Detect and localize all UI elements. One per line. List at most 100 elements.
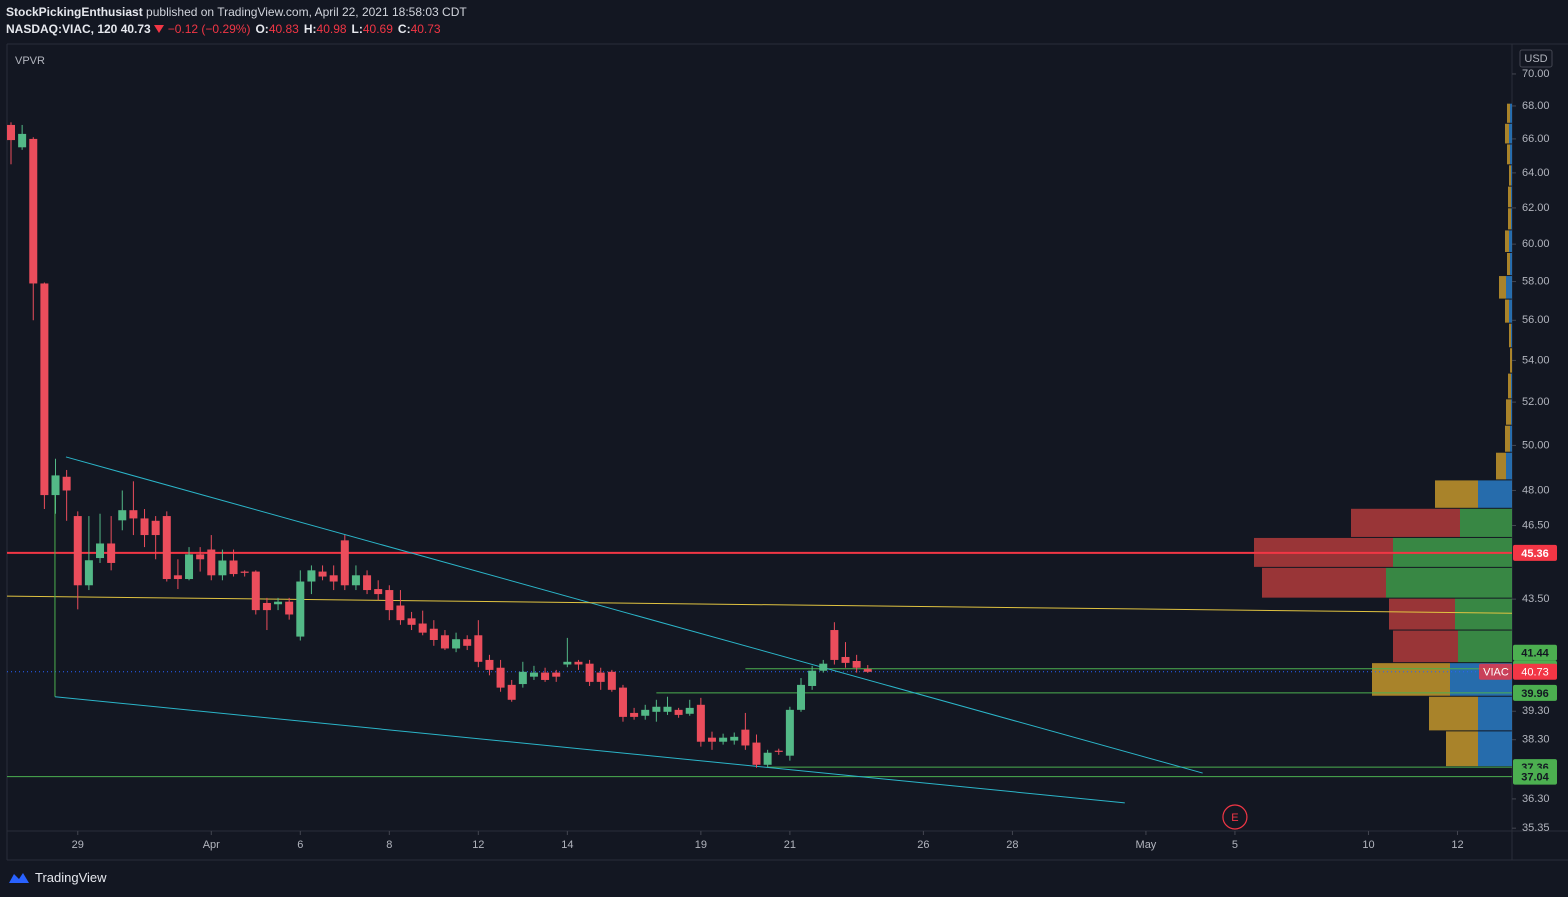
candle-body	[229, 560, 238, 575]
candle-body	[696, 704, 705, 742]
candle-body	[40, 283, 49, 496]
candle-body	[518, 671, 527, 685]
profile-down	[1429, 696, 1478, 731]
profile-down	[1510, 348, 1512, 373]
logo	[9, 872, 29, 883]
profile-up	[1510, 425, 1512, 452]
profile-down	[1505, 123, 1509, 144]
last-price-box	[1513, 663, 1557, 680]
profile-down	[1505, 299, 1509, 323]
publish-line: StockPickingEnthusiast published on Trad…	[6, 4, 467, 21]
level-label: 39.96	[1521, 688, 1549, 700]
last-price-label: 40.73	[1521, 667, 1549, 679]
candle-body	[630, 712, 639, 717]
ohlc: O:40.83 H:40.98 L:40.69 C:40.73	[250, 22, 440, 36]
x-tick-label: 21	[784, 839, 796, 851]
candle-body	[307, 570, 316, 582]
profile-down	[1446, 731, 1478, 767]
candle-body	[129, 510, 138, 519]
candle-body	[240, 571, 249, 573]
profile-down	[1496, 452, 1506, 480]
profile-up	[1511, 399, 1512, 425]
profile-up	[1511, 186, 1512, 208]
candle-body	[340, 540, 349, 586]
profile-down	[1393, 630, 1458, 663]
publisher: StockPickingEnthusiast	[6, 5, 143, 19]
symbol: NASDAQ:VIAC, 120	[6, 22, 118, 36]
candle-body	[140, 518, 149, 536]
candle-body	[62, 476, 71, 491]
candle-body	[318, 571, 327, 577]
profile-down	[1505, 425, 1510, 452]
candle-body	[262, 602, 271, 611]
candle-body	[707, 737, 716, 742]
candle-body	[151, 520, 160, 536]
level-label-box	[1513, 644, 1557, 661]
published: published on TradingView.com, April 22, …	[146, 5, 467, 19]
candle-body	[797, 684, 806, 710]
candle-body	[485, 659, 494, 670]
candle-body	[730, 736, 739, 741]
profile-down	[1499, 276, 1506, 299]
candle-body	[18, 133, 27, 148]
candle-body	[84, 560, 93, 586]
trendline	[65, 456, 1203, 774]
candle-body	[396, 605, 405, 621]
x-tick-label: 14	[561, 839, 573, 851]
ohlc-value: 40.98	[316, 22, 347, 36]
profile-down	[1508, 208, 1511, 230]
profile-up	[1509, 123, 1512, 144]
profile-up	[1511, 323, 1512, 348]
candle-body	[819, 663, 828, 671]
candle-body	[407, 618, 416, 625]
profile-down	[1507, 103, 1510, 123]
candle-body	[296, 581, 305, 637]
candle-body	[218, 560, 227, 576]
candle-body	[418, 623, 427, 633]
y-tick-label: 50.00	[1522, 439, 1550, 451]
x-tick-label: 29	[72, 839, 84, 851]
candle-body	[173, 575, 182, 580]
candle-body	[763, 752, 772, 765]
candle-body	[118, 510, 127, 521]
x-tick-label: Apr	[203, 839, 220, 851]
last: 40.73	[120, 22, 151, 36]
candle-body	[251, 571, 260, 611]
x-tick-label: 6	[297, 839, 303, 851]
header: StockPickingEnthusiast published on Trad…	[6, 4, 467, 38]
candle-body	[563, 661, 572, 665]
candle-body	[674, 709, 683, 715]
candle-body	[719, 737, 728, 742]
currency-box	[1519, 49, 1553, 68]
last-symbol-box	[1479, 663, 1512, 680]
candle-body	[374, 589, 383, 595]
candle-body	[185, 554, 194, 580]
profile-up	[1506, 276, 1512, 299]
candle-body	[863, 669, 872, 672]
candle-body	[107, 543, 116, 563]
profile-up	[1511, 373, 1512, 399]
profile-up	[1510, 103, 1512, 123]
candle-body	[96, 543, 105, 559]
candle-body	[841, 656, 850, 663]
ohlc-value: 40.83	[268, 22, 299, 36]
candle-body	[285, 601, 294, 615]
candle-body	[474, 635, 483, 662]
y-tick-label: 46.50	[1522, 519, 1550, 531]
y-tick-label: 68.00	[1522, 100, 1550, 112]
ohlc-label: O:	[255, 22, 269, 36]
profile-down	[1351, 508, 1460, 537]
candle-body	[162, 516, 171, 580]
candle-body	[7, 124, 16, 141]
y-tick-label: 62.00	[1522, 202, 1550, 214]
candle-body	[585, 663, 594, 682]
ohlc-label: H:	[303, 22, 317, 36]
profile-down	[1506, 399, 1511, 425]
brand: TradingView	[35, 870, 107, 885]
candle-body	[385, 590, 394, 611]
y-tick-label: 58.00	[1522, 275, 1550, 287]
profile-down	[1372, 663, 1450, 696]
x-tick-label: 19	[695, 839, 707, 851]
